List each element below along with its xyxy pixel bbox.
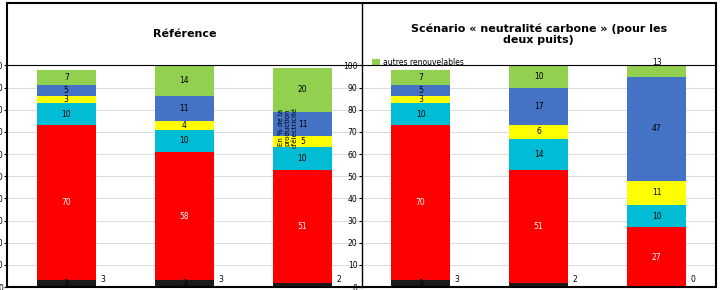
Text: 5: 5	[300, 137, 305, 146]
Bar	[391, 97, 450, 103]
Text: 0: 0	[691, 275, 696, 284]
Bar	[37, 85, 95, 97]
Text: 11: 11	[179, 104, 189, 113]
Text: 10: 10	[652, 212, 662, 221]
Bar	[391, 103, 450, 125]
Text: 2: 2	[337, 275, 341, 284]
Text: 20: 20	[298, 85, 307, 94]
Bar	[273, 68, 332, 112]
Legend: autres renouvelables, éolien, solaire, hydraulique, nucléaire, charbon: autres renouvelables, éolien, solaire, h…	[372, 58, 464, 133]
Bar	[628, 181, 686, 205]
Bar	[391, 125, 450, 280]
Bar	[509, 139, 568, 170]
Bar	[509, 283, 568, 287]
Text: 11: 11	[652, 188, 662, 197]
Text: 6: 6	[536, 127, 541, 136]
Text: 58: 58	[179, 212, 189, 221]
Bar	[628, 205, 686, 227]
Bar	[37, 103, 95, 125]
Text: 5: 5	[418, 86, 423, 95]
Text: 5: 5	[64, 86, 69, 95]
Bar	[391, 85, 450, 97]
Text: 70: 70	[416, 198, 425, 207]
Bar	[628, 227, 686, 287]
Bar	[273, 112, 332, 136]
Bar	[155, 66, 214, 97]
Text: Scénario « neutralité carbone » (pour les
deux puits): Scénario « neutralité carbone » (pour le…	[411, 23, 667, 45]
Text: 3: 3	[418, 95, 423, 104]
Bar	[509, 125, 568, 139]
Bar	[155, 97, 214, 121]
Text: 13: 13	[652, 58, 662, 67]
Bar	[628, 77, 686, 181]
Text: 10: 10	[298, 154, 307, 163]
Text: 10: 10	[534, 72, 544, 81]
Bar	[37, 280, 95, 287]
Text: 10: 10	[61, 110, 71, 119]
Text: 51: 51	[534, 222, 544, 231]
Bar	[273, 147, 332, 170]
Bar	[391, 70, 450, 85]
Bar	[155, 121, 214, 130]
Bar	[155, 130, 214, 152]
Text: 4: 4	[182, 121, 187, 130]
Bar	[273, 283, 332, 287]
Text: 11: 11	[298, 120, 307, 129]
Text: 17: 17	[534, 102, 544, 111]
Text: Référence: Référence	[153, 29, 216, 39]
Text: 2: 2	[573, 275, 578, 284]
Bar	[155, 280, 214, 287]
Text: 10: 10	[416, 110, 425, 119]
Bar	[37, 70, 95, 85]
Bar	[37, 97, 95, 103]
Bar	[509, 170, 568, 283]
Text: 3: 3	[100, 275, 106, 284]
Text: 27: 27	[652, 253, 662, 262]
Text: 3: 3	[418, 279, 423, 288]
Text: 3: 3	[64, 95, 69, 104]
Text: 3: 3	[455, 275, 460, 284]
Bar	[155, 152, 214, 280]
Y-axis label: En % de la
production
d'électricité: En % de la production d'électricité	[278, 107, 298, 148]
Text: 3: 3	[182, 279, 187, 288]
Bar	[37, 125, 95, 280]
Bar	[273, 170, 332, 283]
Bar	[628, 48, 686, 77]
Text: 3: 3	[218, 275, 223, 284]
Text: 70: 70	[61, 198, 71, 207]
Bar	[509, 88, 568, 125]
Text: 14: 14	[534, 150, 544, 159]
Text: 51: 51	[298, 222, 307, 231]
Bar	[273, 136, 332, 147]
Text: 7: 7	[418, 73, 423, 82]
Text: 3: 3	[64, 279, 69, 288]
Text: 14: 14	[179, 77, 189, 86]
Text: 47: 47	[652, 124, 662, 133]
Bar	[391, 280, 450, 287]
Text: 7: 7	[64, 73, 69, 82]
Bar	[509, 66, 568, 88]
Text: 10: 10	[179, 136, 189, 145]
